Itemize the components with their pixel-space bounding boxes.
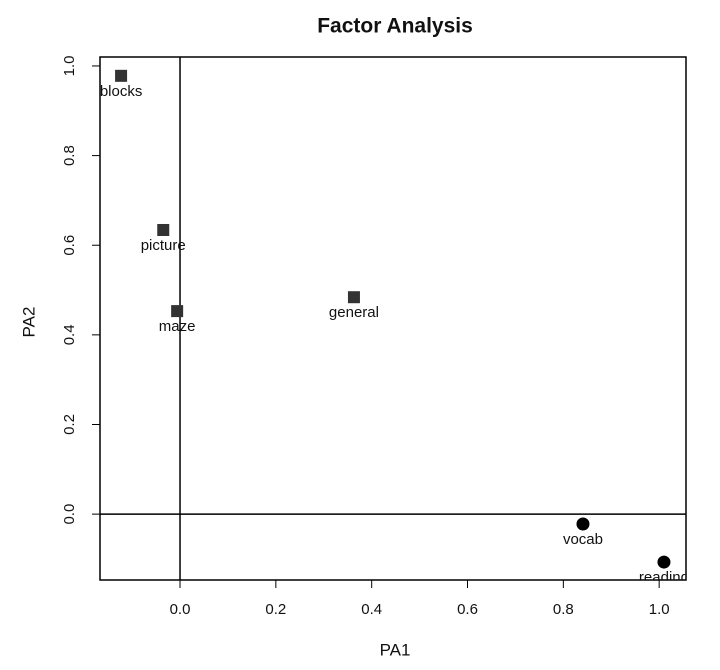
x-tick-label: 0.6 — [457, 601, 478, 618]
y-tick-label: 0.6 — [61, 235, 78, 256]
x-tick-label: 0.0 — [170, 601, 191, 618]
point — [171, 305, 184, 318]
plot-area: blocks picture maze general vocab reading — [100, 57, 689, 586]
chart-title: Factor Analysis — [317, 15, 473, 38]
y-tick-label: 0.8 — [61, 145, 78, 166]
point — [157, 223, 170, 236]
point — [115, 69, 128, 82]
plot-frame — [99, 56, 687, 581]
x-tick-label: 1.0 — [649, 601, 670, 618]
y-tick-label: 1.0 — [61, 56, 78, 77]
point-label: reading — [639, 569, 689, 586]
y-tick-label: 0.2 — [61, 414, 78, 435]
point-label: blocks — [100, 83, 143, 100]
point — [576, 517, 590, 531]
y-tick-label: 0.0 — [61, 504, 78, 525]
y-axis-label: PA2 — [19, 307, 38, 338]
y-tick-label: 0.4 — [61, 324, 78, 345]
x-tick-label: 0.4 — [361, 601, 382, 618]
point-label: picture — [141, 237, 186, 254]
point — [347, 291, 360, 304]
point-label: vocab — [563, 531, 603, 548]
x-tick-label: 0.2 — [265, 601, 286, 618]
x-tick-label: 0.8 — [553, 601, 574, 618]
point-label: general — [329, 304, 379, 321]
point-label: maze — [159, 318, 196, 335]
x-axis-label: PA1 — [380, 640, 411, 659]
point — [657, 555, 671, 569]
